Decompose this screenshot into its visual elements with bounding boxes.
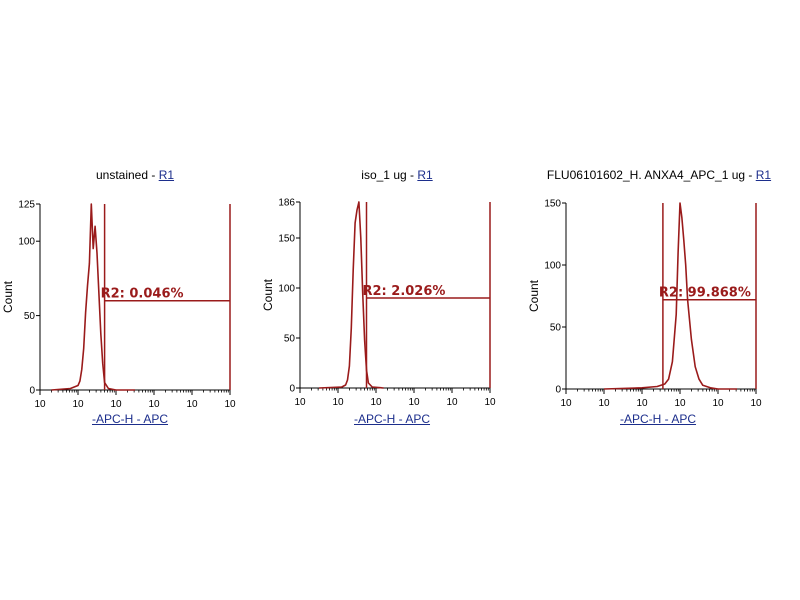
histogram-plot: 0 50 100 125 10 10 10 10 10 10 Count R2: 0.046% [1,200,236,411]
x-tick-label: 10 [560,398,572,409]
y-tick-label: 100 [544,261,561,272]
y-tick-label: 0 [29,386,35,397]
chart-title: iso_1 ug - R1 [361,168,433,182]
histogram-panel-anxa4: FLU06101602_H. ANXA4_APC_1 ug - R1 0 50 10… [527,168,790,438]
histogram-plot: 0 50 100 150 186 10 10 10 10 10 10 Count R2: 2.026% [261,198,496,409]
chart-title-text: iso_1 ug [361,168,407,182]
histogram-panel-unstained: unstained - R1 0 50 100 125 10 10 10 10 10 10 Coun… [0,168,250,438]
x-tick-label: 10 [446,397,458,408]
chart-title-text: FLU06101602_H. ANXA4_APC_1 ug [546,168,746,182]
gate-link[interactable]: R1 [417,168,433,182]
x-tick-label: 10 [598,398,610,409]
x-tick-label: 10 [148,399,160,410]
x-tick-label: 10 [370,397,382,408]
gate-link[interactable]: R1 [755,168,772,182]
region-label: R2: 99.868% [659,286,751,301]
y-tick-label: 100 [278,284,295,295]
x-tick-label: 10 [332,397,344,408]
y-tick-label: 150 [544,199,561,210]
y-tick-label: 50 [24,311,36,322]
histogram-plot: 0 50 100 150 10 10 10 10 10 10 Count R2: 99.868% [527,199,762,410]
y-axis-label: Count [261,278,275,311]
x-axis-label[interactable]: -APC-H - APC [92,412,169,426]
x-tick-label: 10 [110,399,122,410]
x-tick-label: 10 [674,398,686,409]
x-tick-label: 10 [408,397,420,408]
x-tick-label: 10 [712,398,724,409]
region-label: R2: 0.046% [101,287,184,302]
x-tick-label: 10 [636,398,648,409]
x-tick-label: 10 [224,399,236,410]
y-tick-label: 50 [284,334,296,345]
y-axis-label: Count [1,280,15,313]
x-tick-label: 10 [484,397,496,408]
x-tick-label: 10 [34,399,46,410]
gate-link[interactable]: R1 [158,168,175,182]
histogram-panel-iso: iso_1 ug - R1 0 50 100 150 186 10 10 10 10 10 10 Co… [261,168,512,438]
x-axis-label[interactable]: -APC-H - APC [620,412,697,426]
x-axis-label[interactable]: -APC-H - APC [354,412,431,426]
x-tick-label: 10 [750,398,762,409]
y-tick-label: 0 [555,385,561,396]
y-tick-label: 150 [278,234,295,245]
y-tick-label: 50 [550,323,562,334]
y-tick-label: 186 [278,198,295,209]
y-tick-label: 0 [289,384,295,395]
x-tick-label: 10 [72,399,84,410]
y-tick-label: 100 [18,237,35,248]
y-axis-label: Count [527,279,541,312]
region-label: R2: 2.026% [363,284,446,299]
x-tick-label: 10 [186,399,198,410]
x-tick-label: 10 [294,397,306,408]
y-tick-label: 125 [18,200,35,211]
chart-title: FLU06101602_H. ANXA4_APC_1 ug - R1 [546,168,772,182]
chart-title: unstained - R1 [95,168,175,182]
histogram-trace [603,202,737,390]
chart-title-text: unstained [95,168,149,182]
